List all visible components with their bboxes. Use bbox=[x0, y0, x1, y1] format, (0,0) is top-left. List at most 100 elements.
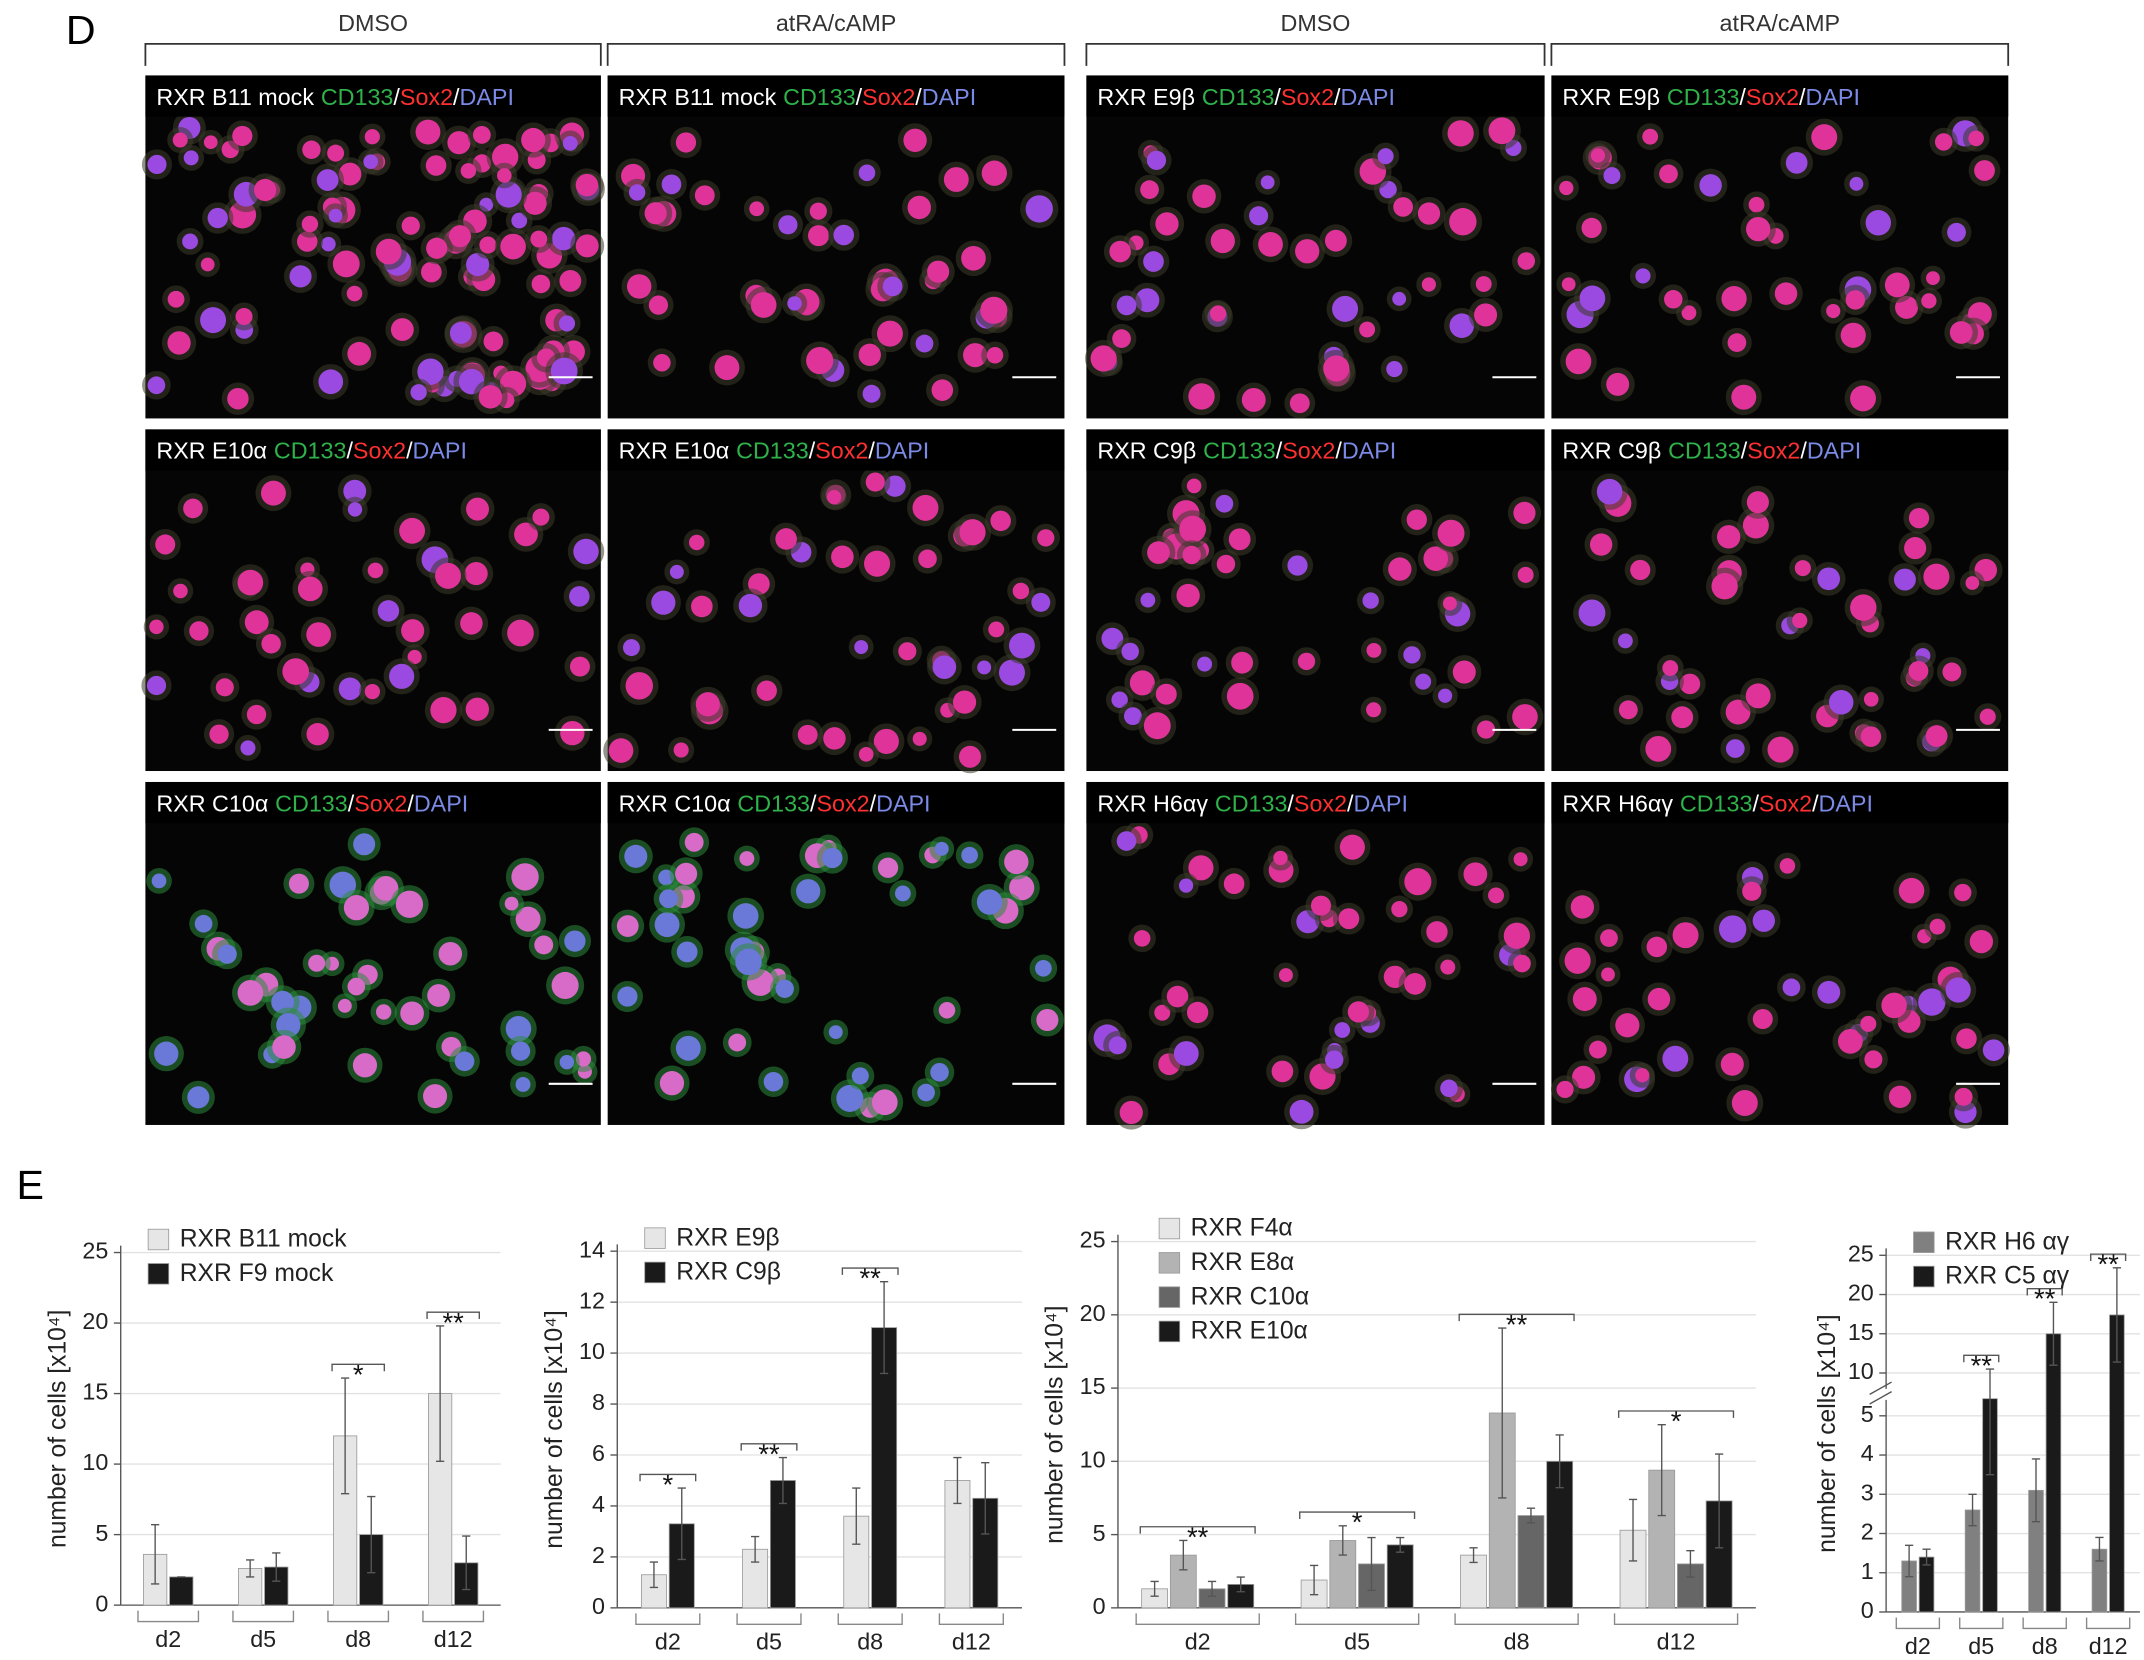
cell-nucleus bbox=[865, 472, 885, 492]
cell-nucleus bbox=[1664, 290, 1683, 309]
cell-nucleus bbox=[415, 119, 441, 145]
cell-nucleus bbox=[986, 346, 1004, 364]
stain-name: DAPI bbox=[1354, 790, 1408, 816]
cell-nucleus bbox=[684, 832, 704, 852]
cell-nucleus bbox=[515, 1076, 531, 1092]
stain-name: DAPI bbox=[922, 84, 976, 110]
y-tick-label: 10 bbox=[579, 1338, 605, 1364]
cell-nucleus bbox=[500, 233, 526, 260]
x-tick-label: d8 bbox=[1504, 1629, 1530, 1655]
cell-nucleus bbox=[749, 201, 765, 217]
cell-nucleus bbox=[1289, 1099, 1314, 1124]
cell-nucleus bbox=[237, 569, 264, 596]
cell-nucleus bbox=[1596, 478, 1623, 505]
cell-nucleus bbox=[1954, 1087, 1973, 1106]
cell-nucleus bbox=[1289, 393, 1310, 414]
cell-nucleus bbox=[1143, 251, 1164, 272]
cell-nucleus bbox=[809, 202, 827, 220]
micrograph-label: RXR H6αγ CD133/Sox2/DAPI bbox=[1097, 790, 1408, 816]
cell-nucleus bbox=[1850, 594, 1877, 621]
significance-bracket bbox=[1617, 1410, 1735, 1418]
cell-nucleus bbox=[661, 174, 682, 195]
significance-bracket bbox=[331, 1363, 385, 1372]
cell-nucleus bbox=[297, 576, 323, 602]
cell-nucleus bbox=[523, 191, 547, 215]
cell-nucleus bbox=[1475, 276, 1492, 292]
cell-nucleus bbox=[1945, 977, 1971, 1003]
cell-nucleus bbox=[346, 285, 363, 302]
cell-nucleus bbox=[1406, 509, 1427, 530]
significance-label: * bbox=[663, 1469, 674, 1500]
cell-nucleus bbox=[1188, 383, 1215, 410]
cell-nucleus bbox=[1025, 195, 1053, 223]
cell-nucleus bbox=[1440, 959, 1456, 975]
cell-nucleus bbox=[1192, 184, 1216, 209]
cell-nucleus bbox=[1101, 627, 1124, 650]
error-bar bbox=[2112, 1267, 2121, 1363]
stain-name: Sox2 bbox=[400, 84, 453, 110]
cell-nucleus bbox=[209, 724, 229, 744]
stain-name: CD133 bbox=[321, 84, 394, 110]
cell-nucleus bbox=[227, 387, 249, 410]
micrograph-label: RXR C9β CD133/Sox2/DAPI bbox=[1562, 438, 1861, 464]
x-tick-label: d12 bbox=[1657, 1629, 1696, 1655]
cell-nucleus bbox=[1881, 992, 1907, 1019]
category-bracket bbox=[2085, 1617, 2131, 1630]
cell-nucleus bbox=[521, 127, 546, 153]
cell-nucleus bbox=[1635, 1068, 1650, 1083]
cell-nucleus bbox=[1297, 652, 1316, 671]
cell-nucleus bbox=[1716, 525, 1741, 549]
column-header: atRA/cAMP bbox=[776, 10, 896, 36]
cell-nucleus bbox=[1565, 348, 1592, 375]
cell-nucleus bbox=[1035, 959, 1052, 977]
error-bar bbox=[879, 1281, 889, 1375]
cell-nucleus bbox=[1711, 573, 1738, 600]
stain-name: CD133 bbox=[783, 84, 856, 110]
cell-nucleus bbox=[507, 619, 534, 647]
cell-nucleus bbox=[306, 622, 332, 647]
stain-name: Sox2 bbox=[1759, 790, 1812, 816]
cell-nucleus bbox=[1423, 546, 1449, 571]
stain-name: Sox2 bbox=[353, 438, 406, 464]
cell-nucleus bbox=[1231, 651, 1254, 674]
category-bracket bbox=[2022, 1617, 2067, 1630]
stain-name: / bbox=[1752, 790, 1759, 816]
cell-nucleus bbox=[981, 160, 1007, 186]
stain-name: DAPI bbox=[1342, 438, 1396, 464]
sample-name: RXR E9β bbox=[1097, 84, 1195, 110]
stain-name: CD133 bbox=[1680, 790, 1753, 816]
cell-nucleus bbox=[1918, 988, 1946, 1016]
cell-nucleus bbox=[447, 131, 471, 155]
cell-nucleus bbox=[1572, 987, 1597, 1012]
cell-nucleus bbox=[352, 1053, 378, 1078]
cell-nucleus bbox=[167, 290, 185, 308]
cell-nucleus bbox=[1178, 878, 1194, 893]
cell-nucleus bbox=[466, 497, 489, 521]
significance-bracket bbox=[2090, 1253, 2127, 1261]
cell-nucleus bbox=[675, 862, 698, 885]
legend-label: RXR B11 mock bbox=[180, 1226, 348, 1253]
cell-nucleus bbox=[207, 207, 228, 229]
cell-nucleus bbox=[1659, 164, 1678, 184]
cell-nucleus bbox=[575, 234, 599, 258]
cell-nucleus bbox=[1559, 180, 1574, 196]
y-tick-label: 6 bbox=[592, 1440, 605, 1466]
cell-nucleus bbox=[425, 155, 447, 176]
stain-name: DAPI bbox=[1819, 790, 1873, 816]
cell-nucleus bbox=[1752, 909, 1775, 932]
cell-nucleus bbox=[1949, 321, 1973, 344]
cell-nucleus bbox=[1904, 537, 1927, 560]
cell-nucleus bbox=[1817, 567, 1841, 591]
error-bar bbox=[1469, 1547, 1478, 1564]
cell-nucleus bbox=[1588, 1040, 1607, 1059]
cell-nucleus bbox=[347, 977, 366, 996]
cell-nucleus bbox=[1742, 512, 1769, 539]
significance-bracket bbox=[1139, 1526, 1256, 1534]
cell-nucleus bbox=[332, 250, 360, 278]
cell-nucleus bbox=[569, 656, 590, 677]
cell-nucleus bbox=[622, 639, 640, 657]
cell-nucleus bbox=[194, 914, 213, 933]
cell-nucleus bbox=[1671, 706, 1694, 729]
cell-nucleus bbox=[1173, 1041, 1199, 1066]
